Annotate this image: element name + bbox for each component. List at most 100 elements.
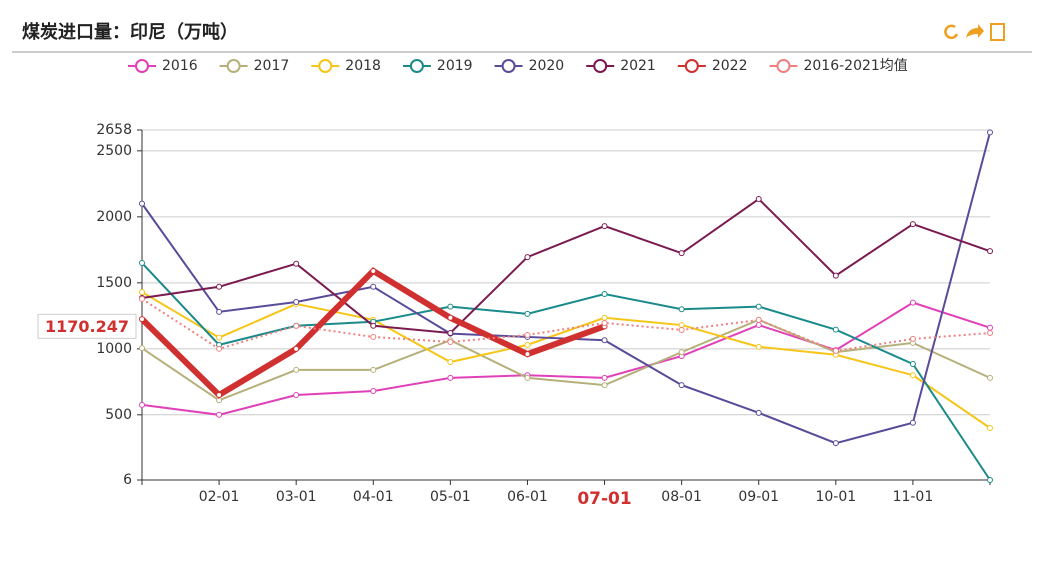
series bbox=[139, 295, 993, 354]
series bbox=[139, 129, 993, 447]
image-icon[interactable] bbox=[990, 23, 1005, 41]
x-tick-label: 04-01 bbox=[353, 489, 394, 505]
data-point bbox=[909, 299, 916, 306]
legend-label: 2018 bbox=[345, 58, 381, 74]
data-point bbox=[524, 331, 531, 338]
data-point bbox=[601, 319, 608, 326]
data-point bbox=[987, 425, 993, 432]
data-point bbox=[832, 272, 839, 279]
series bbox=[139, 267, 608, 399]
data-point bbox=[755, 343, 762, 350]
data-point bbox=[293, 392, 300, 399]
data-point bbox=[987, 248, 993, 255]
refresh-icon[interactable] bbox=[944, 24, 959, 40]
x-tick-label: 06-01 bbox=[507, 489, 548, 505]
data-point bbox=[755, 409, 762, 416]
legend-item: 2016-2021均值 bbox=[769, 58, 908, 74]
series-line bbox=[141, 301, 991, 416]
data-point bbox=[987, 374, 993, 381]
legend-marker bbox=[318, 59, 333, 73]
data-point bbox=[370, 267, 377, 274]
data-point bbox=[216, 334, 223, 341]
legend-label: 2019 bbox=[437, 58, 473, 74]
legend-marker bbox=[593, 59, 608, 73]
data-point bbox=[447, 329, 454, 336]
data-point bbox=[909, 221, 916, 228]
data-point bbox=[987, 129, 993, 136]
data-point bbox=[139, 345, 145, 352]
data-point bbox=[216, 308, 223, 315]
legend-item: 2021 bbox=[586, 58, 656, 74]
data-point bbox=[293, 322, 300, 329]
data-point bbox=[447, 374, 454, 381]
data-point bbox=[216, 283, 223, 290]
y-tick-label: 2500 bbox=[96, 143, 132, 159]
data-point bbox=[755, 196, 762, 203]
data-point bbox=[832, 347, 839, 354]
chart-title: 煤炭进口量：印尼（万吨） bbox=[22, 21, 238, 43]
legend-item: 2020 bbox=[494, 58, 565, 74]
legend-marker bbox=[684, 59, 699, 73]
y-tick-label: 6 bbox=[123, 472, 132, 488]
data-point bbox=[678, 349, 685, 356]
data-point bbox=[678, 382, 685, 389]
x-tick-label: 02-01 bbox=[199, 489, 240, 505]
data-point bbox=[216, 392, 223, 399]
y-tick-label: 1500 bbox=[96, 275, 132, 291]
data-point bbox=[832, 440, 839, 447]
x-tick-label: 05-01 bbox=[430, 489, 471, 505]
legend-label: 2017 bbox=[254, 58, 290, 74]
data-point bbox=[139, 200, 145, 207]
data-point bbox=[216, 397, 223, 404]
legend-item: 2019 bbox=[402, 58, 473, 74]
data-point bbox=[524, 374, 531, 381]
legend-label: 2020 bbox=[529, 58, 565, 74]
data-point bbox=[832, 326, 839, 333]
x-tick-label: 11-01 bbox=[893, 489, 934, 505]
data-point bbox=[755, 303, 762, 310]
series-line bbox=[141, 197, 991, 335]
x-tick-label: 07-01 bbox=[577, 489, 631, 509]
series-line bbox=[141, 318, 991, 402]
legend-marker bbox=[776, 59, 791, 73]
legend-item: 2018 bbox=[311, 58, 381, 74]
data-point bbox=[755, 322, 762, 329]
series bbox=[139, 316, 993, 404]
data-point bbox=[447, 359, 454, 366]
y-tick-label: 2658 bbox=[96, 122, 132, 138]
data-point bbox=[139, 401, 145, 408]
data-point bbox=[370, 283, 377, 290]
data-point bbox=[293, 298, 300, 305]
data-point bbox=[909, 372, 916, 379]
x-tick-label: 08-01 bbox=[661, 489, 702, 505]
series-line bbox=[141, 291, 991, 429]
legend-label: 2016-2021均值 bbox=[803, 58, 907, 74]
series-line bbox=[141, 132, 991, 445]
legend-marker bbox=[409, 59, 424, 73]
legend-marker bbox=[501, 59, 516, 73]
legend-label: 2021 bbox=[620, 58, 656, 74]
data-point bbox=[139, 260, 145, 267]
share-icon[interactable] bbox=[966, 24, 984, 38]
data-point bbox=[216, 345, 223, 352]
data-point bbox=[293, 366, 300, 373]
series bbox=[139, 260, 993, 483]
data-point bbox=[601, 382, 608, 389]
x-tick-label: 09-01 bbox=[738, 489, 779, 505]
data-point bbox=[293, 345, 300, 352]
series bbox=[139, 289, 993, 432]
series-line bbox=[141, 262, 991, 481]
toolbar[interactable] bbox=[944, 23, 1005, 41]
data-point bbox=[601, 291, 608, 298]
data-point bbox=[524, 254, 531, 261]
series bbox=[139, 299, 993, 418]
data-point bbox=[524, 341, 531, 348]
legend-marker bbox=[135, 59, 149, 73]
data-point bbox=[447, 303, 454, 310]
y-tick-label: 2000 bbox=[96, 209, 132, 225]
data-point bbox=[909, 419, 916, 426]
data-point bbox=[909, 335, 916, 342]
data-point bbox=[370, 322, 377, 329]
legend-item: 2016 bbox=[128, 58, 198, 74]
